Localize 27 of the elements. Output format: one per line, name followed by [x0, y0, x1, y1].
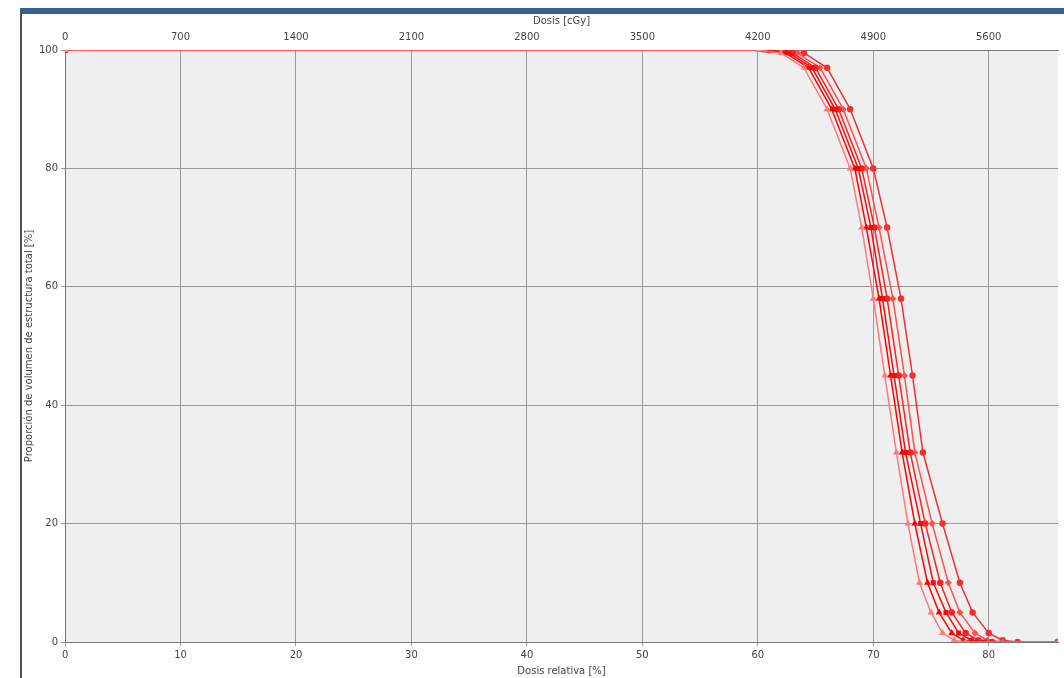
y-tick-label: 20 — [45, 517, 59, 529]
x-tick-label: 40 — [520, 648, 534, 660]
x-tick-label: 80 — [982, 648, 996, 660]
x-tick-label: 50 — [635, 648, 649, 660]
x2-tick-label: 2100 — [398, 30, 425, 42]
x2-tick-label: 700 — [171, 30, 191, 42]
x-tick-label: 20 — [289, 648, 303, 660]
x-axis-title: Dosis relativa [%] — [517, 664, 606, 676]
y-tick-label: 0 — [51, 635, 59, 647]
x-tick-label: 10 — [174, 648, 187, 660]
x2-tick-label: 0 — [61, 30, 69, 42]
x2-tick-label: 2800 — [514, 30, 540, 42]
y-axis-title: Proporción de volumen de estructura total [%] — [22, 229, 34, 463]
y-tick-label: 80 — [45, 161, 59, 173]
x-tick-label: 70 — [866, 648, 880, 660]
x2-tick-label: 1400 — [283, 30, 309, 42]
y-tick-label: 60 — [45, 280, 59, 292]
x2-tick-label: 3500 — [629, 30, 656, 42]
x2-axis-title: Dosis [cGy] — [532, 14, 591, 26]
y-tick-label: 40 — [45, 398, 59, 410]
x-tick-label: 0 — [61, 648, 69, 660]
x-tick-label: 30 — [405, 648, 418, 660]
x2-tick-label: 4900 — [860, 30, 886, 42]
x-tick-label: 60 — [751, 648, 765, 660]
y-tick-label: 100 — [38, 43, 59, 55]
x2-tick-label: 5600 — [976, 30, 1002, 42]
x2-tick-label: 4200 — [745, 30, 771, 42]
